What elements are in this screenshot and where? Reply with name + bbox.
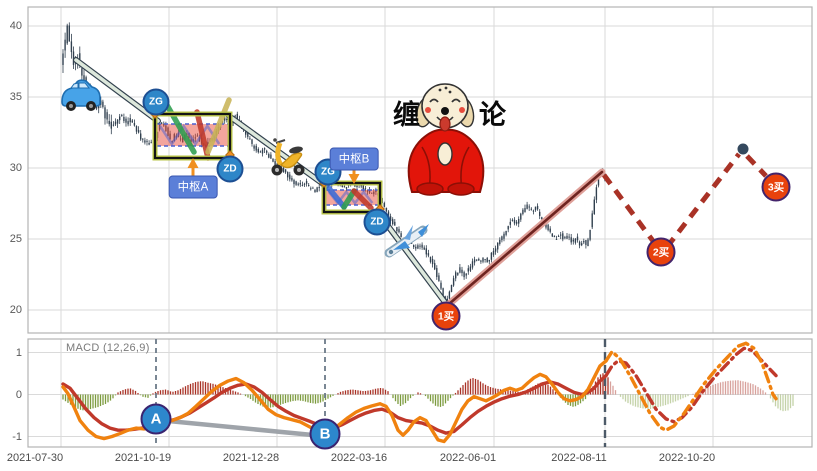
price-axis-tick: 20 — [9, 304, 22, 316]
date-axis-label: 2021-07-30 — [6, 452, 64, 464]
price-axis-tick: 25 — [9, 233, 22, 245]
date-axis-label: 2022-03-16 — [330, 452, 388, 464]
price-axis-tick: 40 — [9, 20, 22, 32]
date-axis-label: 2021-12-28 — [222, 452, 280, 464]
date-axis-label: 2022-10-20 — [658, 452, 716, 464]
pivot-zd-badge: ZD — [216, 155, 244, 183]
buy-point-marker: 3买 — [761, 172, 791, 202]
macd-divergence-point: B — [309, 418, 341, 450]
pivot-zd-badge: ZD — [363, 208, 391, 236]
pivot-label: 中枢B — [329, 147, 379, 171]
pivot-zg-badge: ZG — [142, 88, 170, 116]
buy-point-marker: 1买 — [431, 301, 461, 331]
price-axis-tick: 35 — [9, 91, 22, 103]
macd-divergence-point: A — [140, 403, 172, 435]
macd-indicator-label: MACD (12,26,9) — [66, 342, 150, 354]
date-axis-label: 2022-06-01 — [439, 452, 497, 464]
date-axis-label: 2021-10-19 — [114, 452, 172, 464]
macd-axis-tick: 0 — [15, 388, 22, 401]
date-axis-label: 2022-08-11 — [551, 452, 607, 464]
buy-point-marker: 2买 — [646, 237, 676, 267]
macd-histogram — [62, 373, 794, 412]
dog-monk-icon — [407, 83, 485, 196]
price-axis-tick: 30 — [9, 162, 22, 174]
mascot-char-right: 论 — [479, 100, 506, 130]
macd-axis-tick: 1 — [15, 346, 22, 359]
pivot-label: 中枢A — [168, 175, 218, 199]
macd-axis-tick: -1 — [12, 430, 22, 443]
mascot-char-left: 缠 — [393, 100, 420, 130]
